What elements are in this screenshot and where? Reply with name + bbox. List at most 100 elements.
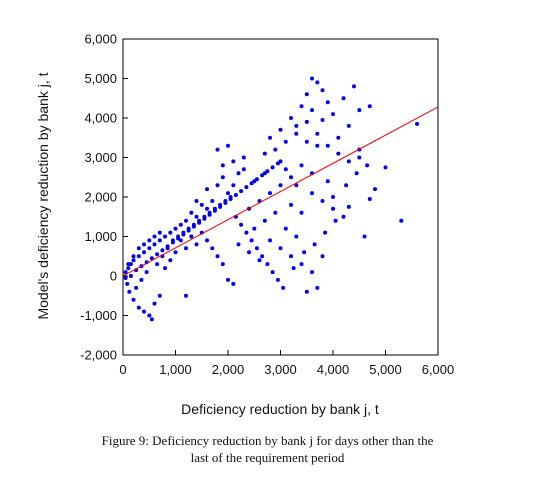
data-point [281,285,286,290]
data-point [144,270,149,275]
data-point [320,199,325,203]
data-point [168,258,173,263]
x-tick-label: 4,000 [317,362,350,377]
data-point [194,199,199,203]
x-tick-label: 0 [119,362,126,377]
data-point [331,112,335,117]
data-point [325,100,330,105]
data-point [210,199,215,203]
data-point [352,84,356,89]
data-point [136,246,141,251]
data-point [278,183,283,188]
data-point [310,270,314,275]
data-point [197,220,202,225]
data-point [320,88,325,93]
data-point [142,242,146,247]
caption-line-1: Figure 9: Deficiency reduction by bank j… [101,433,434,448]
data-point [136,305,141,310]
data-point [218,204,223,209]
data-point [215,183,220,188]
data-point [157,230,162,235]
data-point [160,248,165,253]
data-point [131,297,136,302]
data-point [252,226,257,231]
data-point [202,216,207,221]
data-point [346,123,351,128]
data-point [283,226,288,231]
data-point [241,155,246,160]
x-tick-label: 2,000 [212,362,245,377]
x-axis: 0 1,000 2,000 3,000 4,000 5,000 6,000 [119,350,454,377]
data-point [155,252,160,257]
data-point [131,254,136,259]
data-point [205,238,209,243]
data-point [147,238,152,243]
data-point [155,262,160,267]
data-point [239,189,244,194]
data-point [289,175,293,180]
y-tick-label: 0 [110,269,117,284]
data-point [152,242,157,247]
data-point [265,169,270,174]
data-point [233,193,238,197]
data-point [173,226,178,231]
data-point [239,222,244,227]
data-point [181,232,186,237]
data-point [157,293,162,298]
data-point [304,119,309,124]
data-point [223,200,228,205]
data-point [291,266,296,271]
data-point [415,121,419,126]
plot-area [122,38,439,356]
data-point [357,155,362,160]
data-point [127,289,132,294]
data-point [142,250,146,255]
y-tick-label: 5,000 [84,71,117,86]
data-point [262,151,267,156]
data-point [315,285,320,290]
data-point [320,118,325,122]
data-point [315,80,320,85]
data-point [268,135,272,140]
data-point [205,206,209,211]
data-point [142,309,146,314]
data-point [147,313,152,318]
figure-caption: Figure 9: Deficiency reduction by bank j… [0,432,535,466]
data-point [265,262,270,267]
data-point [207,212,212,217]
data-point [365,163,370,168]
data-point [299,104,304,109]
y-axis: -2,000 -1,000 0 1,000 2,000 3,000 4,000 5,000 6,… [80,32,128,363]
data-point [247,250,251,255]
data-point [310,191,314,196]
data-point [268,238,272,243]
data-point [257,258,262,263]
y-tick-label: -2,000 [80,348,117,363]
data-point [399,218,404,223]
data-point [249,238,254,243]
data-point [231,281,236,286]
data-point [176,236,181,241]
data-point [186,228,191,233]
y-tick-label: 1,000 [84,229,117,244]
data-point [312,242,317,247]
data-point [163,266,167,271]
y-tick-label: 4,000 [84,111,117,126]
data-point [262,218,267,223]
data-point [289,202,293,207]
data-point [244,230,249,235]
x-tick-label: 6,000 [422,362,455,377]
x-tick-label: 1,000 [159,362,192,377]
data-point [220,163,225,168]
data-point [278,127,283,132]
data-point [346,159,351,164]
data-point [189,210,194,215]
data-point [126,262,131,267]
data-point [168,230,173,235]
data-point [210,246,215,251]
data-point [163,234,167,239]
data-point [220,262,225,267]
data-point [184,293,188,298]
data-point [260,254,265,259]
data-point [325,143,330,148]
